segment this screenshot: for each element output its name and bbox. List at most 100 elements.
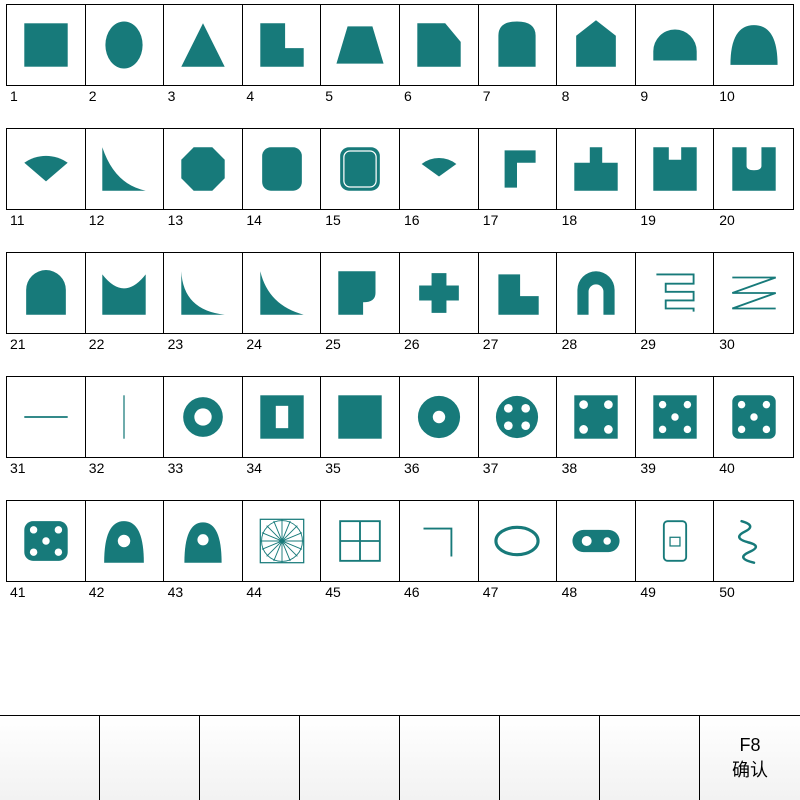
shape-label: 10 [715, 86, 794, 106]
shape-label: 21 [6, 334, 85, 354]
shape-cell-square-rect-hole[interactable] [243, 377, 322, 457]
shape-cell-corner-angle[interactable] [400, 501, 479, 581]
shape-cell-concave-top[interactable] [86, 253, 165, 333]
shape-cell-rect-u-notch[interactable] [714, 129, 793, 209]
shape-label: 5 [321, 86, 400, 106]
shape-label: 25 [321, 334, 400, 354]
shape-cell-window-4pane[interactable] [321, 501, 400, 581]
shape-cell-square-5-holes[interactable] [636, 377, 715, 457]
shape-label: 27 [479, 334, 558, 354]
shape-cell-arch-solid[interactable] [7, 253, 86, 333]
shape-cell-tombstone[interactable] [479, 5, 558, 85]
shape-cell-rounded-rect-outlined[interactable] [321, 129, 400, 209]
shape-cell-square-solid[interactable] [321, 377, 400, 457]
shape-label: 26 [400, 334, 479, 354]
shape-label: 16 [400, 210, 479, 230]
shape-palette-grid: 1234567891011121314151617181920212223242… [0, 0, 800, 715]
shape-label: 48 [558, 582, 637, 602]
shape-row: 31323334353637383940 [6, 376, 794, 478]
shape-row: 12345678910 [6, 4, 794, 106]
shape-label: 29 [636, 334, 715, 354]
shape-label: 34 [242, 458, 321, 478]
shape-cell-rect-cut-br-curve[interactable] [321, 253, 400, 333]
shape-cell-ellipse-tall[interactable] [86, 5, 165, 85]
shape-cell-line-horizontal[interactable] [7, 377, 86, 457]
fkey-empty-button[interactable] [200, 716, 300, 800]
shape-label: 17 [479, 210, 558, 230]
shape-row: 11121314151617181920 [6, 128, 794, 230]
shape-cell-concave-curve-b[interactable] [243, 253, 322, 333]
shape-cell-circle-4-holes[interactable] [479, 377, 558, 457]
shape-label: 19 [636, 210, 715, 230]
fkey-empty-button[interactable] [100, 716, 200, 800]
shape-label: 31 [6, 458, 85, 478]
shape-label: 42 [85, 582, 164, 602]
shape-cell-arch-hollow[interactable] [557, 253, 636, 333]
shape-cell-rounded-sq-5-holes-b[interactable] [7, 501, 86, 581]
shape-cell-dome-hole[interactable] [86, 501, 165, 581]
shape-label: 28 [558, 334, 637, 354]
shape-cell-ellipse-ring[interactable] [479, 501, 558, 581]
shape-label: 43 [164, 582, 243, 602]
shape-cell-dome-hole-b[interactable] [164, 501, 243, 581]
shape-cell-rect-cut-tr[interactable] [400, 5, 479, 85]
shape-cell-octagon[interactable] [164, 129, 243, 209]
shape-label: 13 [164, 210, 243, 230]
shape-label: 39 [636, 458, 715, 478]
shape-cell-fan-small[interactable] [400, 129, 479, 209]
fkey-key-label: F8 [739, 735, 760, 756]
shape-cell-square-4-holes[interactable] [557, 377, 636, 457]
shape-cell-donut[interactable] [164, 377, 243, 457]
shape-label: 14 [242, 210, 321, 230]
function-key-bar: F8确认 [0, 715, 800, 800]
fkey-empty-button[interactable] [600, 716, 700, 800]
shape-label: 22 [85, 334, 164, 354]
shape-cell-square[interactable] [7, 5, 86, 85]
shape-cell-triangle[interactable] [164, 5, 243, 85]
shape-cell-house-pentagon[interactable] [557, 5, 636, 85]
shape-cell-l-shape[interactable] [243, 5, 322, 85]
fkey-empty-button[interactable] [400, 716, 500, 800]
shape-cell-concave-curve-a[interactable] [164, 253, 243, 333]
shape-cell-right-triangle-curved[interactable] [86, 129, 165, 209]
shape-cell-zigzag[interactable] [714, 253, 793, 333]
shape-label: 2 [85, 86, 164, 106]
shape-cell-l-corner-thick[interactable] [479, 253, 558, 333]
shape-cell-rounded-rect[interactable] [243, 129, 322, 209]
shape-cell-t-block[interactable] [557, 129, 636, 209]
shape-row: 41424344454647484950 [6, 500, 794, 602]
shape-label: 23 [164, 334, 243, 354]
fkey-empty-button[interactable] [300, 716, 400, 800]
shape-cell-rect-top-notch[interactable] [636, 129, 715, 209]
shape-cell-dome[interactable] [714, 5, 793, 85]
fkey-f8-button[interactable]: F8确认 [700, 716, 800, 800]
shape-label: 4 [242, 86, 321, 106]
shape-cell-circle-flat-bottom[interactable] [636, 5, 715, 85]
shape-cell-wave-s[interactable] [714, 501, 793, 581]
shape-cell-plus-cross[interactable] [400, 253, 479, 333]
shape-cell-circle-1-hole[interactable] [400, 377, 479, 457]
shape-label: 18 [558, 210, 637, 230]
fkey-text-label: 确认 [732, 756, 768, 782]
fkey-empty-button[interactable] [500, 716, 600, 800]
shape-label: 37 [479, 458, 558, 478]
shape-label: 45 [321, 582, 400, 602]
shape-label: 3 [164, 86, 243, 106]
shape-cell-serpentine-h[interactable] [636, 253, 715, 333]
shape-label: 36 [400, 458, 479, 478]
shape-label: 12 [85, 210, 164, 230]
shape-label: 7 [479, 86, 558, 106]
shape-cell-slotted-oval[interactable] [557, 501, 636, 581]
shape-label: 40 [715, 458, 794, 478]
shape-cell-radial-grid[interactable] [243, 501, 322, 581]
shape-cell-trapezoid[interactable] [321, 5, 400, 85]
shape-cell-elbow-pipe[interactable] [479, 129, 558, 209]
shape-label: 50 [715, 582, 794, 602]
shape-cell-rounded-sq-5-holes[interactable] [714, 377, 793, 457]
shape-label: 46 [400, 582, 479, 602]
shape-cell-fan-sector[interactable] [7, 129, 86, 209]
shape-cell-line-vertical[interactable] [86, 377, 165, 457]
shape-label: 1 [6, 86, 85, 106]
fkey-empty-button[interactable] [0, 716, 100, 800]
shape-cell-phone-rect[interactable] [636, 501, 715, 581]
